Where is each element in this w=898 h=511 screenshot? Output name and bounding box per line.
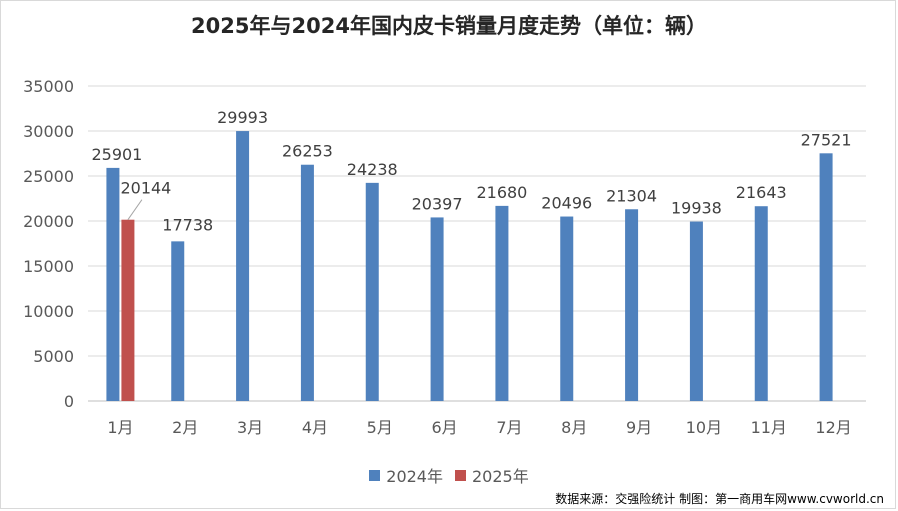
x-tick-label: 5月 <box>367 418 393 437</box>
y-tick-label: 25000 <box>23 167 74 186</box>
x-tick-label: 6月 <box>431 418 457 437</box>
chart-title: 2025年与2024年国内皮卡销量月度走势（单位：辆） <box>191 14 707 38</box>
x-tick-label: 3月 <box>237 418 263 437</box>
y-tick-label: 5000 <box>33 347 74 366</box>
y-tick-label: 30000 <box>23 122 74 141</box>
legend-item: 2024年 <box>369 463 443 487</box>
bar-2024年-8月 <box>560 216 574 401</box>
data-label: 20144 <box>120 179 171 198</box>
bar-2025年-1月 <box>121 219 135 401</box>
bar-2024年-9月 <box>625 209 639 401</box>
y-tick-label: 15000 <box>23 257 74 276</box>
legend-label: 2024年 <box>386 467 443 486</box>
bar-2024年-6月 <box>430 217 444 401</box>
x-tick-label: 9月 <box>626 418 652 437</box>
data-label-leader-line <box>127 199 143 220</box>
x-tick-label: 10月 <box>686 418 722 437</box>
bar-2024年-10月 <box>689 221 703 401</box>
data-label: 19938 <box>671 199 722 218</box>
source-note: 数据来源：交强险统计 制图：第一商用车网www.cvworld.cn <box>555 492 884 506</box>
data-label: 27521 <box>801 130 852 149</box>
y-tick-label: 0 <box>64 392 74 411</box>
data-label: 29993 <box>217 108 268 127</box>
legend-label: 2025年 <box>472 467 529 486</box>
x-tick-label: 11月 <box>751 418 787 437</box>
y-tick-label: 20000 <box>23 212 74 231</box>
data-label: 20496 <box>541 194 592 213</box>
data-label: 25901 <box>91 145 142 164</box>
legend-swatch <box>369 470 381 481</box>
y-tick-label: 35000 <box>23 77 74 96</box>
bar-2024年-4月 <box>300 164 314 401</box>
legend-item: 2025年 <box>455 463 529 487</box>
bar-2024年-5月 <box>365 182 379 401</box>
y-tick-label: 10000 <box>23 302 74 321</box>
data-label: 20397 <box>412 194 463 213</box>
x-tick-label: 8月 <box>561 418 587 437</box>
data-label: 24238 <box>347 160 398 179</box>
bar-2024年-12月 <box>819 153 833 401</box>
data-label: 17738 <box>162 215 213 234</box>
x-tick-label: 12月 <box>815 418 851 437</box>
x-tick-label: 4月 <box>302 418 328 437</box>
legend-swatch <box>455 470 466 481</box>
bar-2024年-11月 <box>754 206 768 401</box>
bar-2024年-3月 <box>236 131 250 402</box>
x-tick-label: 2月 <box>172 418 198 437</box>
data-label: 21304 <box>606 186 657 205</box>
data-label: 21680 <box>476 183 527 202</box>
bar-2024年-2月 <box>171 241 185 401</box>
data-label: 21643 <box>736 183 787 202</box>
x-tick-label: 7月 <box>496 418 522 437</box>
bar-2024年-7月 <box>495 205 509 401</box>
legend: 2024年 2025年 <box>0 463 898 487</box>
bar-2024年-1月 <box>106 167 120 401</box>
x-tick-label: 1月 <box>107 418 133 437</box>
data-label: 26253 <box>282 142 333 161</box>
